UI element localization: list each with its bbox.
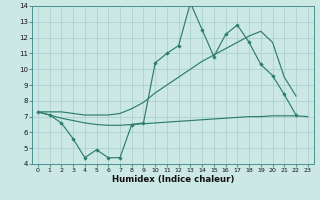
X-axis label: Humidex (Indice chaleur): Humidex (Indice chaleur) <box>112 175 234 184</box>
